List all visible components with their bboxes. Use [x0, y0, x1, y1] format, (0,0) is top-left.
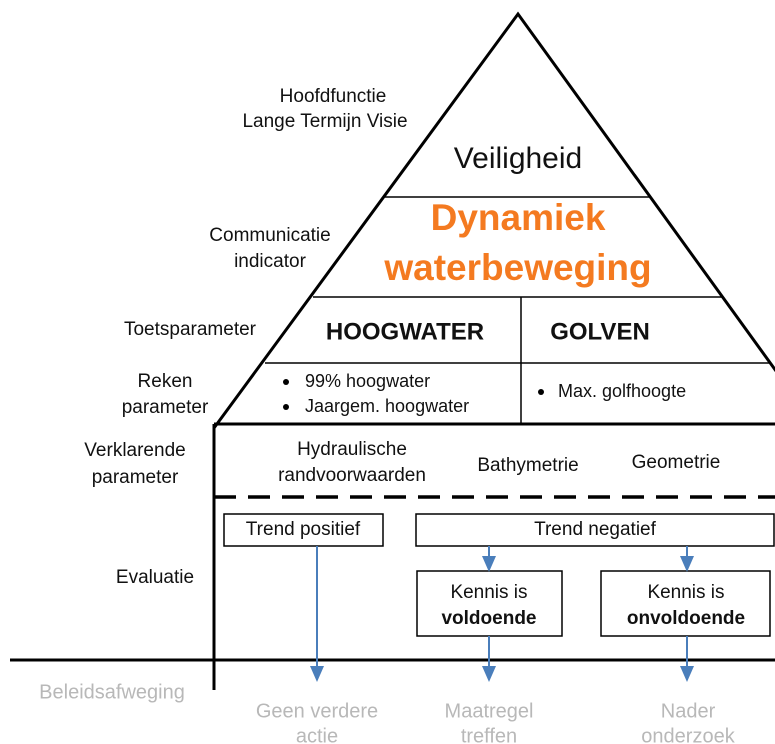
label: indicator — [234, 251, 306, 272]
calc-parameter: 99% hoogwater — [305, 371, 430, 391]
box-text: voldoende — [441, 608, 536, 629]
box-text: Kennis is — [647, 582, 724, 603]
calc-parameter: Max. golfhoogte — [558, 381, 686, 401]
label: Lange Termijn Visie — [242, 111, 407, 132]
label: Communicatie — [209, 225, 330, 246]
box-text: Trend positief — [246, 519, 361, 540]
indicator: waterbeweging — [383, 247, 651, 288]
label: Verklarende — [84, 440, 185, 461]
label: parameter — [92, 467, 179, 488]
box-text: Kennis is — [450, 582, 527, 603]
explanatory: Geometrie — [632, 452, 721, 473]
label: Reken — [138, 371, 193, 392]
bullet — [283, 404, 289, 410]
test-parameter: GOLVEN — [550, 318, 650, 345]
outcome: Geen verdere — [256, 700, 378, 722]
outcome: actie — [296, 725, 338, 744]
indicator: Dynamiek — [431, 197, 606, 238]
outcome: Maatregel — [445, 700, 534, 722]
explanatory: randvoorwaarden — [278, 465, 426, 486]
box — [223, 513, 384, 547]
label: Hoofdfunctie — [280, 86, 387, 107]
arrows — [310, 546, 694, 682]
label: Toetsparameter — [124, 319, 257, 340]
pyramid-outline — [212, 11, 775, 429]
outcome: Nader — [661, 700, 716, 722]
explanatory: Bathymetrie — [477, 455, 578, 476]
explanatory: Hydraulische — [297, 439, 407, 460]
bullet — [283, 379, 289, 385]
calc-parameter: Jaargem. hoogwater — [305, 396, 469, 416]
label: Evaluatie — [116, 567, 194, 588]
outcome: treffen — [461, 725, 517, 744]
main-function: Veiligheid — [454, 142, 582, 175]
box — [415, 513, 775, 547]
box — [600, 570, 771, 637]
test-parameter: HOOGWATER — [326, 318, 484, 345]
box-text: Trend negatief — [534, 519, 657, 540]
box-text: onvoldoende — [627, 608, 745, 629]
bullet — [538, 389, 544, 395]
outcome: onderzoek — [641, 725, 735, 744]
label: parameter — [122, 397, 209, 418]
label: Beleidsafweging — [39, 681, 185, 703]
